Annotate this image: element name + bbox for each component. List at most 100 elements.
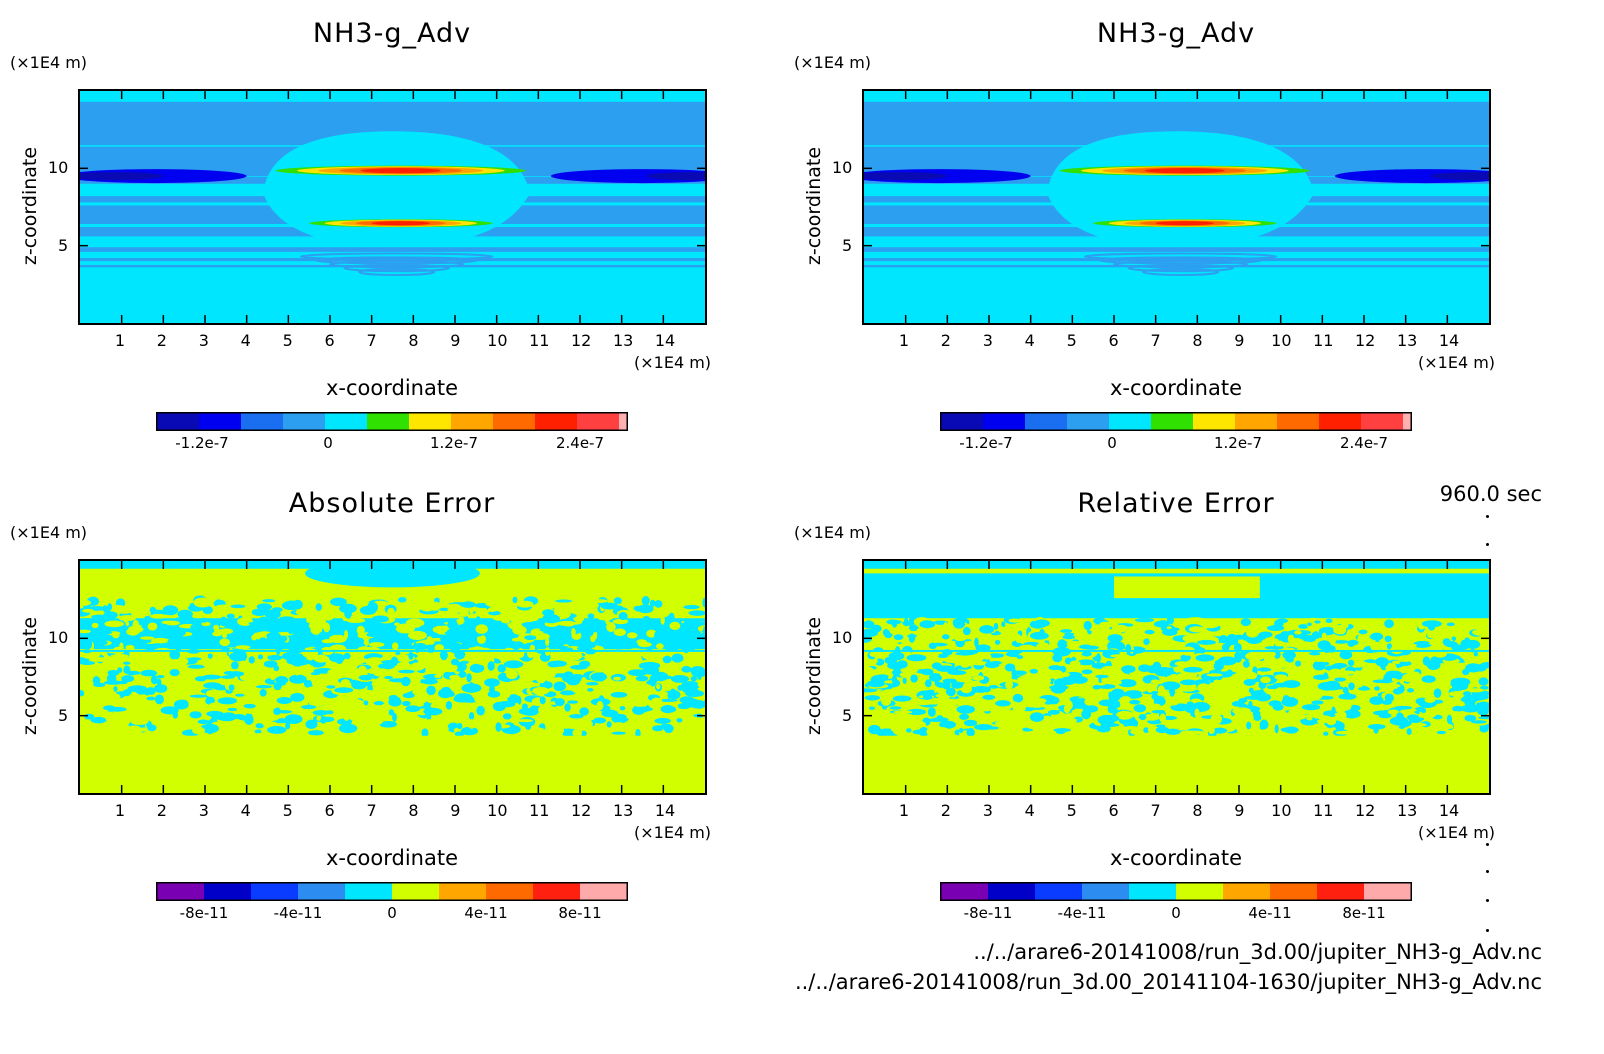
error-speckle [279,704,287,711]
error-speckle [579,660,591,668]
error-speckle [1188,730,1204,735]
error-speckle [243,703,256,709]
error-speckle [1357,633,1370,644]
error-speckle [1232,683,1243,688]
error-speckle [398,597,407,603]
error-speckle [926,728,932,735]
error-speckle [670,675,690,683]
error-speckle [258,637,268,645]
error-speckle [889,706,902,710]
colorbar-swatch [1403,413,1411,430]
error-speckle [1092,684,1101,690]
error-speckle [1372,679,1392,684]
x-axis-label: x-coordinate [325,846,458,870]
x-tick-label: 9 [1234,331,1245,350]
error-speckle [432,625,449,634]
error-speckle [282,692,291,697]
error-speckle [999,709,1019,717]
error-speckle [1004,663,1016,672]
error-speckle [172,710,179,719]
error-speckle [1352,682,1366,686]
error-speckle [175,692,184,697]
error-speckle [572,728,583,737]
x-tick-label: 4 [240,801,251,820]
error-speckle [1384,619,1394,628]
error-speckle [262,721,278,727]
error-speckle [596,700,604,711]
error-speckle [868,724,881,735]
x-tick-label: 1 [114,331,126,350]
error-speckle [192,726,206,735]
error-speckle [450,682,465,693]
error-speckle [1343,709,1361,719]
error-speckle [960,659,971,668]
error-speckle [1157,620,1170,628]
error-speckle [447,710,463,716]
error-speckle [955,674,972,683]
error-speckle [1287,634,1295,644]
error-speckle [516,719,533,723]
error-speckle [169,650,179,660]
error-speckle [864,700,871,710]
ellipsis-dot [1486,515,1489,518]
x-tick-label: 7 [366,801,377,820]
error-speckle [913,700,933,706]
y-axis-label: z-coordinate [803,616,825,736]
error-speckle [1116,680,1122,685]
error-speckle [301,704,317,710]
error-speckle [365,657,385,666]
error-speckle [1241,671,1251,681]
error-speckle [309,623,326,630]
error-speckle [1021,661,1036,671]
error-speckle [532,686,550,695]
error-speckle [1177,673,1188,677]
error-speckle [1063,717,1077,724]
error-speckle [426,718,436,723]
error-speckle [1370,632,1384,641]
error-speckle [1206,673,1223,677]
error-speckle [547,660,560,668]
error-speckle [881,696,892,706]
error-speckle [379,720,398,728]
error-speckle [656,683,661,690]
error-speckle [1385,670,1402,676]
error-speckle [586,682,599,686]
colorbar-frame [156,882,628,901]
error-speckle [466,673,472,683]
error-speckle [1313,692,1323,700]
error-speckle [610,691,628,698]
error-speckle [952,645,958,650]
error-speckle [123,665,131,675]
error-speckle [1062,634,1075,640]
error-speckle [80,629,91,634]
error-speckle [1445,731,1450,735]
colorbar-swatch [241,413,283,430]
error-speckle [501,606,514,616]
error-speckle [691,669,705,678]
error-speckle [381,633,386,640]
error-speckle [90,716,107,724]
ellipsis-dot [1486,543,1489,546]
x-tick-label: 5 [1066,801,1077,820]
error-speckle [192,641,197,647]
error-speckle [344,623,358,634]
error-speckle [488,607,497,613]
error-speckle [397,629,413,634]
error-speckle [1170,703,1190,712]
error-speckle [1121,665,1136,674]
error-region [80,735,705,793]
error-speckle [227,707,238,712]
error-speckle [135,714,148,720]
error-speckle [1173,667,1179,673]
error-speckle [350,699,364,707]
error-speckle [520,615,539,622]
error-speckle [581,677,587,683]
y-tick-label: 5 [58,706,69,726]
error-region [864,561,1489,569]
error-speckle [305,719,318,729]
error-speckle [458,671,467,678]
error-speckle [167,638,180,644]
field-minimum [80,172,164,181]
error-speckle [1212,727,1228,734]
error-speckle [194,676,207,682]
